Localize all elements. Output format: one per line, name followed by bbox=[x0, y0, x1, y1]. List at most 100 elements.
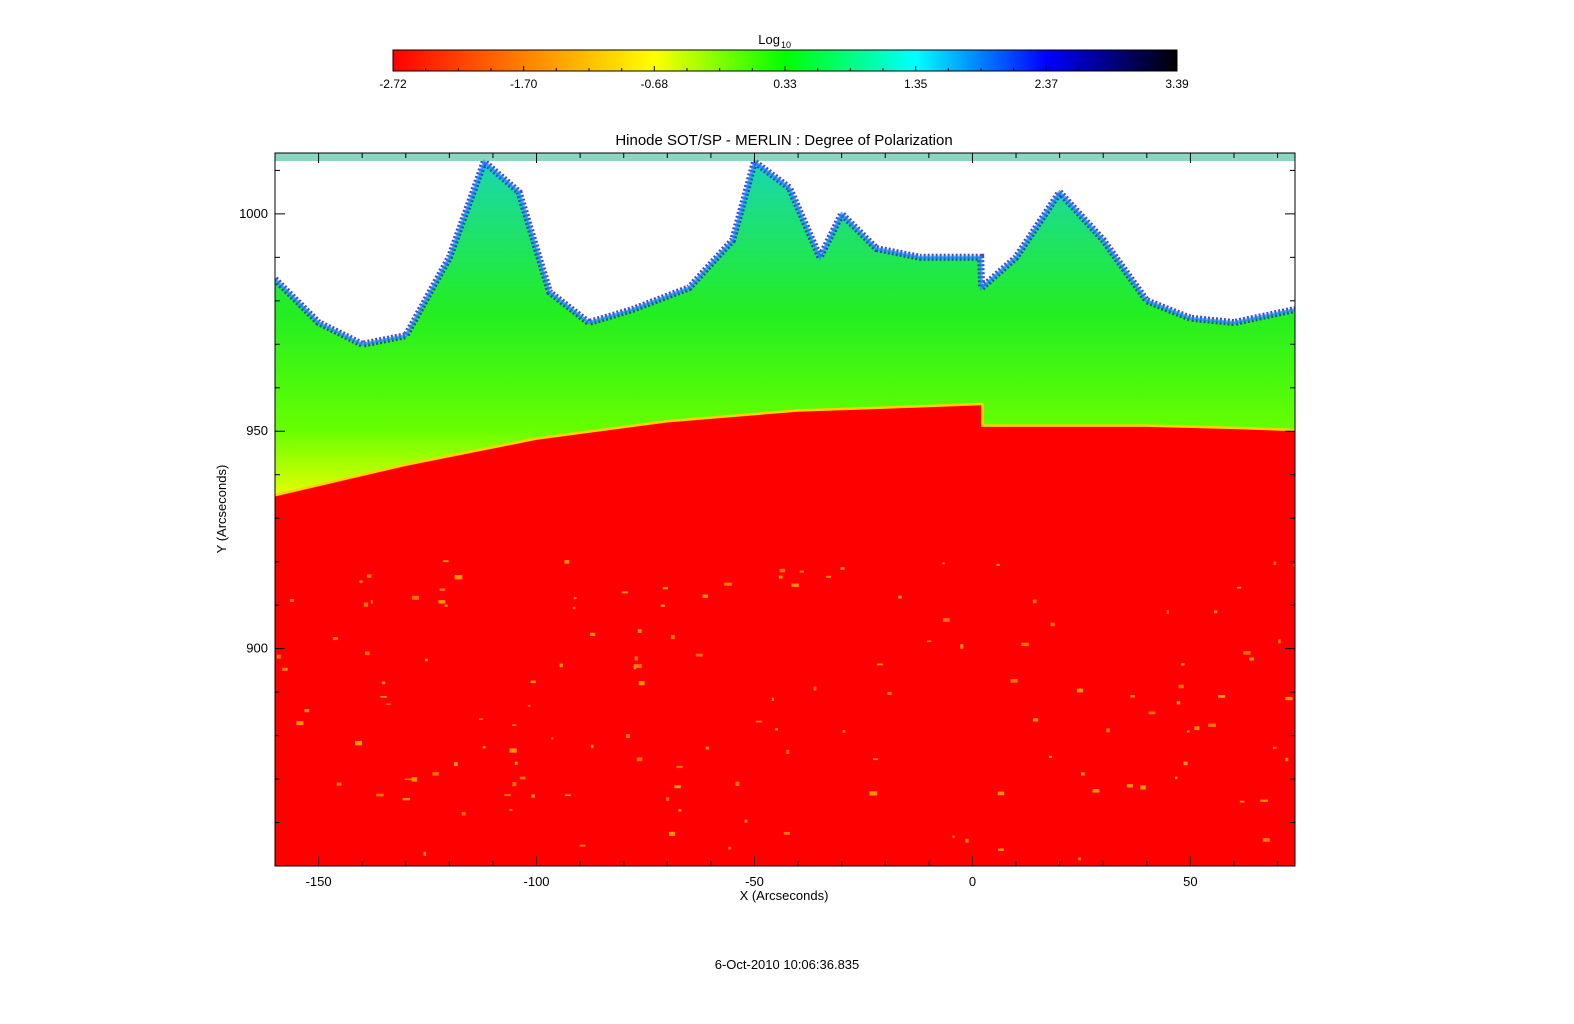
disk-speckle bbox=[1262, 838, 1270, 842]
disk-speckle bbox=[1278, 639, 1281, 644]
disk-speckle bbox=[960, 644, 964, 649]
colorbar-tick-label: 1.35 bbox=[904, 77, 928, 91]
x-tick-label: -50 bbox=[745, 874, 764, 889]
disk-speckle bbox=[637, 629, 642, 633]
disk-speckle bbox=[1285, 757, 1289, 762]
disk-speckle bbox=[728, 846, 732, 850]
disk-speckle bbox=[826, 575, 831, 578]
x-axis: -150 -100 -50 0 50 bbox=[274, 153, 1279, 889]
disk-speckle bbox=[367, 574, 372, 578]
disk-speckle bbox=[551, 737, 554, 740]
disk-speckle bbox=[898, 595, 902, 599]
disk-speckle bbox=[676, 765, 683, 769]
disk-speckle bbox=[1218, 695, 1226, 698]
colorbar-tick-label: -1.70 bbox=[510, 77, 538, 91]
disk-speckle bbox=[442, 560, 449, 563]
disk-speckle bbox=[370, 600, 373, 604]
disk-speckle bbox=[813, 686, 817, 691]
disk-speckle bbox=[799, 570, 804, 573]
disk-speckle bbox=[1183, 761, 1188, 766]
disk-speckle bbox=[1106, 728, 1110, 733]
solar-disk bbox=[275, 405, 1295, 866]
disk-speckle bbox=[996, 564, 1000, 566]
disk-speckle bbox=[1214, 610, 1218, 614]
x-axis-label: X (Arcseconds) bbox=[740, 888, 829, 903]
disk-speckle bbox=[482, 746, 486, 749]
disk-speckle bbox=[304, 709, 310, 713]
x-tick-label: -150 bbox=[306, 874, 332, 889]
disk-speckle bbox=[355, 740, 362, 746]
disk-speckle bbox=[636, 757, 643, 762]
disk-speckle bbox=[404, 778, 412, 781]
disk-speckle bbox=[590, 632, 596, 636]
disk-speckle bbox=[1010, 679, 1018, 683]
disk-speckle bbox=[579, 844, 586, 847]
disk-speckle bbox=[296, 721, 304, 726]
y-tick-label: 900 bbox=[246, 641, 268, 656]
disk-speckle bbox=[1260, 799, 1268, 802]
disk-speckle bbox=[1175, 776, 1178, 780]
disk-speckle bbox=[695, 653, 703, 657]
colorbar-tick-label: 0.33 bbox=[773, 77, 797, 91]
disk-speckle bbox=[365, 651, 370, 656]
disk-speckle bbox=[674, 785, 681, 789]
disk-speckle bbox=[669, 831, 676, 836]
disk-speckle bbox=[402, 798, 410, 801]
disk-speckle bbox=[509, 748, 517, 753]
x-tick-label: 0 bbox=[969, 874, 976, 889]
disk-speckle bbox=[678, 809, 682, 812]
disk-speckle bbox=[1033, 718, 1039, 722]
disk-speckle bbox=[877, 663, 883, 666]
disk-speckle bbox=[289, 599, 294, 602]
disk-speckle bbox=[998, 848, 1004, 851]
disk-speckle bbox=[1078, 857, 1081, 861]
colorbar-label-subscript: 10 bbox=[781, 40, 791, 50]
disk-speckle bbox=[1032, 599, 1037, 604]
disk-speckle bbox=[1176, 701, 1181, 705]
disk-speckle bbox=[1049, 755, 1052, 758]
disk-speckle bbox=[943, 618, 950, 622]
disk-speckle bbox=[512, 782, 517, 787]
disk-speckle bbox=[1130, 695, 1135, 698]
disk-speckle bbox=[363, 602, 369, 607]
disk-speckle bbox=[573, 597, 577, 600]
disk-speckle bbox=[735, 781, 740, 786]
disk-speckle bbox=[564, 560, 570, 564]
chart-title: Hinode SOT/SP - MERLIN : Degree of Polar… bbox=[615, 132, 952, 149]
disk-speckle bbox=[376, 793, 384, 797]
disk-speckle bbox=[359, 580, 363, 583]
disk-speckle bbox=[1273, 746, 1277, 749]
disk-speckle bbox=[509, 809, 513, 811]
disk-speckle bbox=[332, 637, 338, 641]
top-noise-strip bbox=[275, 153, 1295, 161]
disk-speckle bbox=[591, 744, 594, 749]
disk-speckle bbox=[453, 762, 458, 767]
disk-speckle bbox=[755, 720, 762, 723]
off-limb-corona bbox=[275, 161, 1295, 497]
disk-speckle bbox=[621, 591, 628, 594]
disk-speckle bbox=[336, 782, 342, 786]
disk-speckle bbox=[786, 749, 790, 754]
disk-speckles bbox=[276, 560, 1295, 861]
disk-speckle bbox=[887, 691, 892, 695]
disk-speckle bbox=[705, 746, 710, 750]
disk-speckle bbox=[504, 794, 511, 797]
disk-speckle bbox=[512, 724, 517, 727]
off-limb-envelope-edge bbox=[275, 159, 1295, 346]
disk-speckle bbox=[783, 831, 790, 835]
disk-speckle bbox=[559, 663, 563, 668]
colorbar-label: Log bbox=[758, 32, 780, 47]
disk-speckle bbox=[791, 583, 799, 587]
disk-speckle bbox=[411, 777, 418, 782]
disk-speckle bbox=[873, 758, 879, 761]
disk-speckle bbox=[432, 772, 439, 776]
disk-speckle bbox=[626, 734, 630, 739]
disk-speckle bbox=[927, 640, 932, 643]
disk-speckle bbox=[438, 600, 446, 604]
disk-speckle bbox=[282, 667, 288, 671]
disk-speckle bbox=[997, 791, 1005, 796]
disk-speckle bbox=[527, 704, 531, 707]
disk-speckle bbox=[1126, 784, 1133, 788]
colorbar-tick-label: -0.68 bbox=[641, 77, 669, 91]
disk-speckle bbox=[1021, 642, 1029, 647]
